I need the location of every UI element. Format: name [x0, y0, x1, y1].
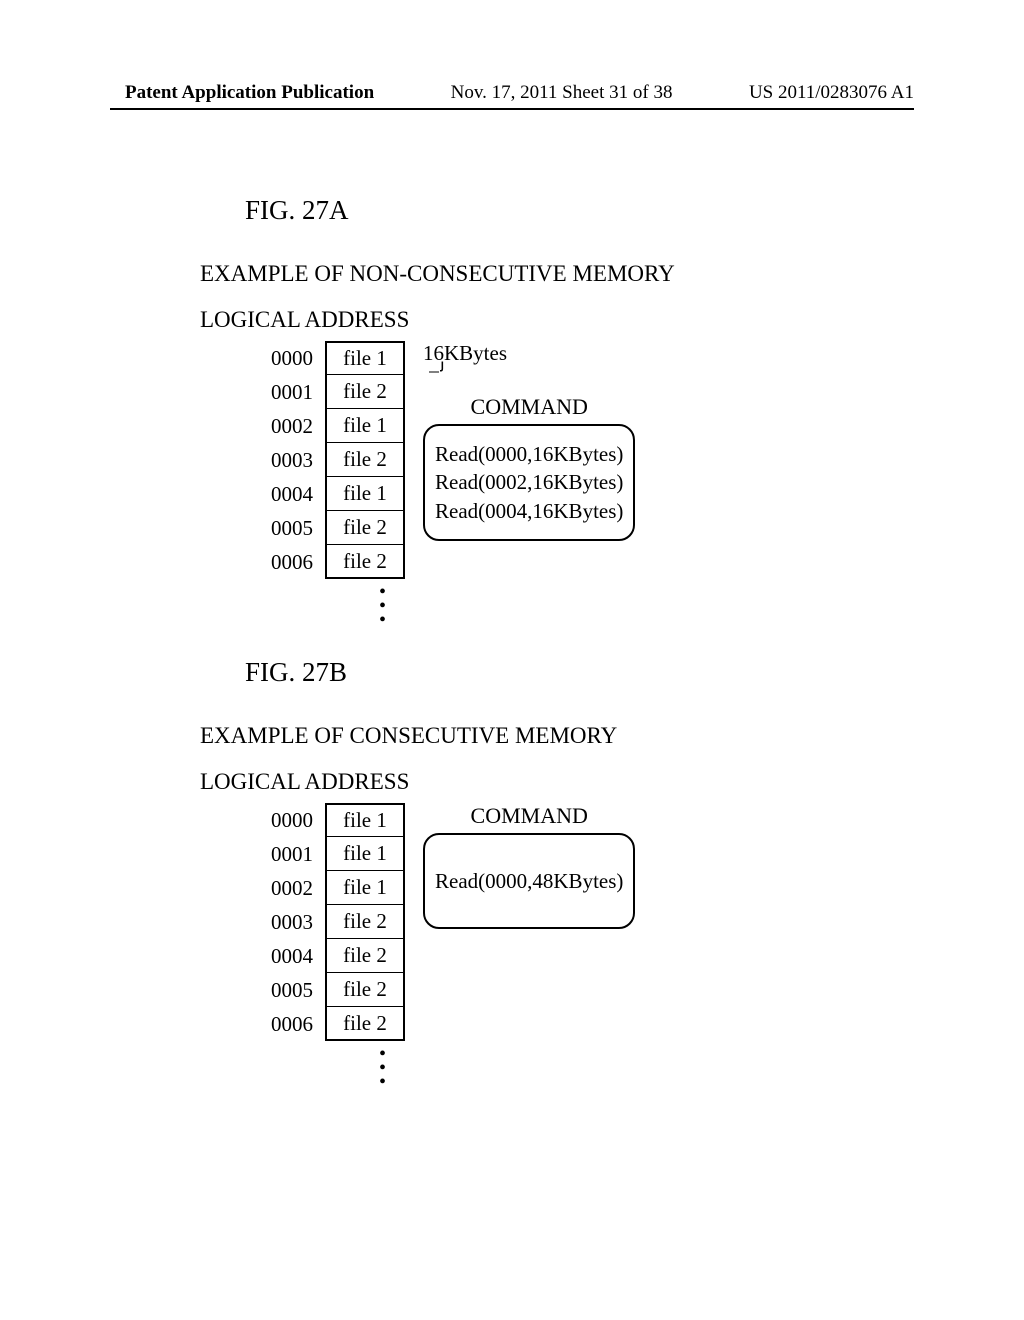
header-right: US 2011/0283076 A1 [749, 82, 914, 104]
command-box: Read(0000,16KBytes) Read(0002,16KBytes) … [423, 424, 635, 541]
table-row: 0004 file 2 [265, 939, 405, 973]
table-row: 0000 file 1 [265, 341, 405, 375]
logical-address-label: LOGICAL ADDRESS [200, 769, 635, 795]
address-cell: 0004 [265, 482, 325, 507]
address-cell: 0001 [265, 842, 325, 867]
file-cell: file 2 [325, 545, 405, 579]
address-cell: 0006 [265, 1012, 325, 1037]
header-left: Patent Application Publication [125, 82, 374, 104]
brace-icon: ⎯⎭ [429, 366, 635, 376]
address-cell: 0005 [265, 978, 325, 1003]
file-cell: file 1 [325, 341, 405, 375]
address-cell: 0006 [265, 550, 325, 575]
figure-title: FIG. 27A [245, 195, 675, 226]
table-row: 0000 file 1 [265, 803, 405, 837]
file-cell: file 1 [325, 837, 405, 871]
file-cell: file 2 [325, 375, 405, 409]
figure-caption: EXAMPLE OF CONSECUTIVE MEMORY [200, 723, 635, 749]
address-cell: 0005 [265, 516, 325, 541]
command-column: COMMAND Read(0000,48KBytes) [423, 803, 635, 929]
figure-title: FIG. 27B [245, 657, 635, 688]
file-cell: file 2 [325, 443, 405, 477]
address-cell: 0004 [265, 944, 325, 969]
address-cell: 0002 [265, 876, 325, 901]
table-row: 0004 file 1 [265, 477, 405, 511]
table-row: 0005 file 2 [265, 973, 405, 1007]
command-box: Read(0000,48KBytes) [423, 833, 635, 929]
figure-27a: FIG. 27A EXAMPLE OF NON-CONSECUTIVE MEMO… [200, 195, 675, 627]
figure-27b: FIG. 27B EXAMPLE OF CONSECUTIVE MEMORY L… [200, 657, 635, 1089]
address-cell: 0003 [265, 448, 325, 473]
diagram-row: 0000 file 1 0001 file 1 0002 file 1 0003… [200, 803, 635, 1089]
address-cell: 0002 [265, 414, 325, 439]
command-label: COMMAND [423, 803, 635, 829]
memory-table: 0000 file 1 0001 file 1 0002 file 1 0003… [265, 803, 405, 1089]
logical-address-label: LOGICAL ADDRESS [200, 307, 675, 333]
file-cell: file 2 [325, 905, 405, 939]
header-center: Nov. 17, 2011 Sheet 31 of 38 [451, 82, 673, 104]
command-line: Read(0004,16KBytes) [435, 497, 623, 525]
command-line: Read(0000,16KBytes) [435, 440, 623, 468]
table-row: 0002 file 1 [265, 871, 405, 905]
size-label: 16KBytes ⎯⎭ [423, 341, 635, 376]
address-cell: 0000 [265, 346, 325, 371]
file-cell: file 1 [325, 409, 405, 443]
diagram-row: 0000 file 1 0001 file 2 0002 file 1 0003… [200, 341, 675, 627]
memory-table: 0000 file 1 0001 file 2 0002 file 1 0003… [265, 341, 405, 627]
address-cell: 0003 [265, 910, 325, 935]
address-cell: 0001 [265, 380, 325, 405]
file-cell: file 2 [325, 1007, 405, 1041]
table-row: 0006 file 2 [265, 1007, 405, 1041]
command-line: Read(0000,48KBytes) [435, 867, 623, 895]
file-cell: file 1 [325, 477, 405, 511]
figure-caption: EXAMPLE OF NON-CONSECUTIVE MEMORY [200, 261, 675, 287]
address-cell: 0000 [265, 808, 325, 833]
continuation-dots: ••• [360, 579, 405, 627]
table-row: 0001 file 2 [265, 375, 405, 409]
file-cell: file 2 [325, 973, 405, 1007]
continuation-dots: ••• [360, 1041, 405, 1089]
table-row: 0003 file 2 [265, 905, 405, 939]
table-row: 0003 file 2 [265, 443, 405, 477]
command-column: 16KBytes ⎯⎭ COMMAND Read(0000,16KBytes) … [423, 341, 635, 541]
file-cell: file 1 [325, 871, 405, 905]
table-row: 0006 file 2 [265, 545, 405, 579]
command-label: COMMAND [423, 394, 635, 420]
page-header: Patent Application Publication Nov. 17, … [0, 82, 1024, 104]
command-line: Read(0002,16KBytes) [435, 468, 623, 496]
table-row: 0005 file 2 [265, 511, 405, 545]
file-cell: file 2 [325, 511, 405, 545]
table-row: 0002 file 1 [265, 409, 405, 443]
table-row: 0001 file 1 [265, 837, 405, 871]
header-rule [110, 108, 914, 110]
file-cell: file 1 [325, 803, 405, 837]
file-cell: file 2 [325, 939, 405, 973]
